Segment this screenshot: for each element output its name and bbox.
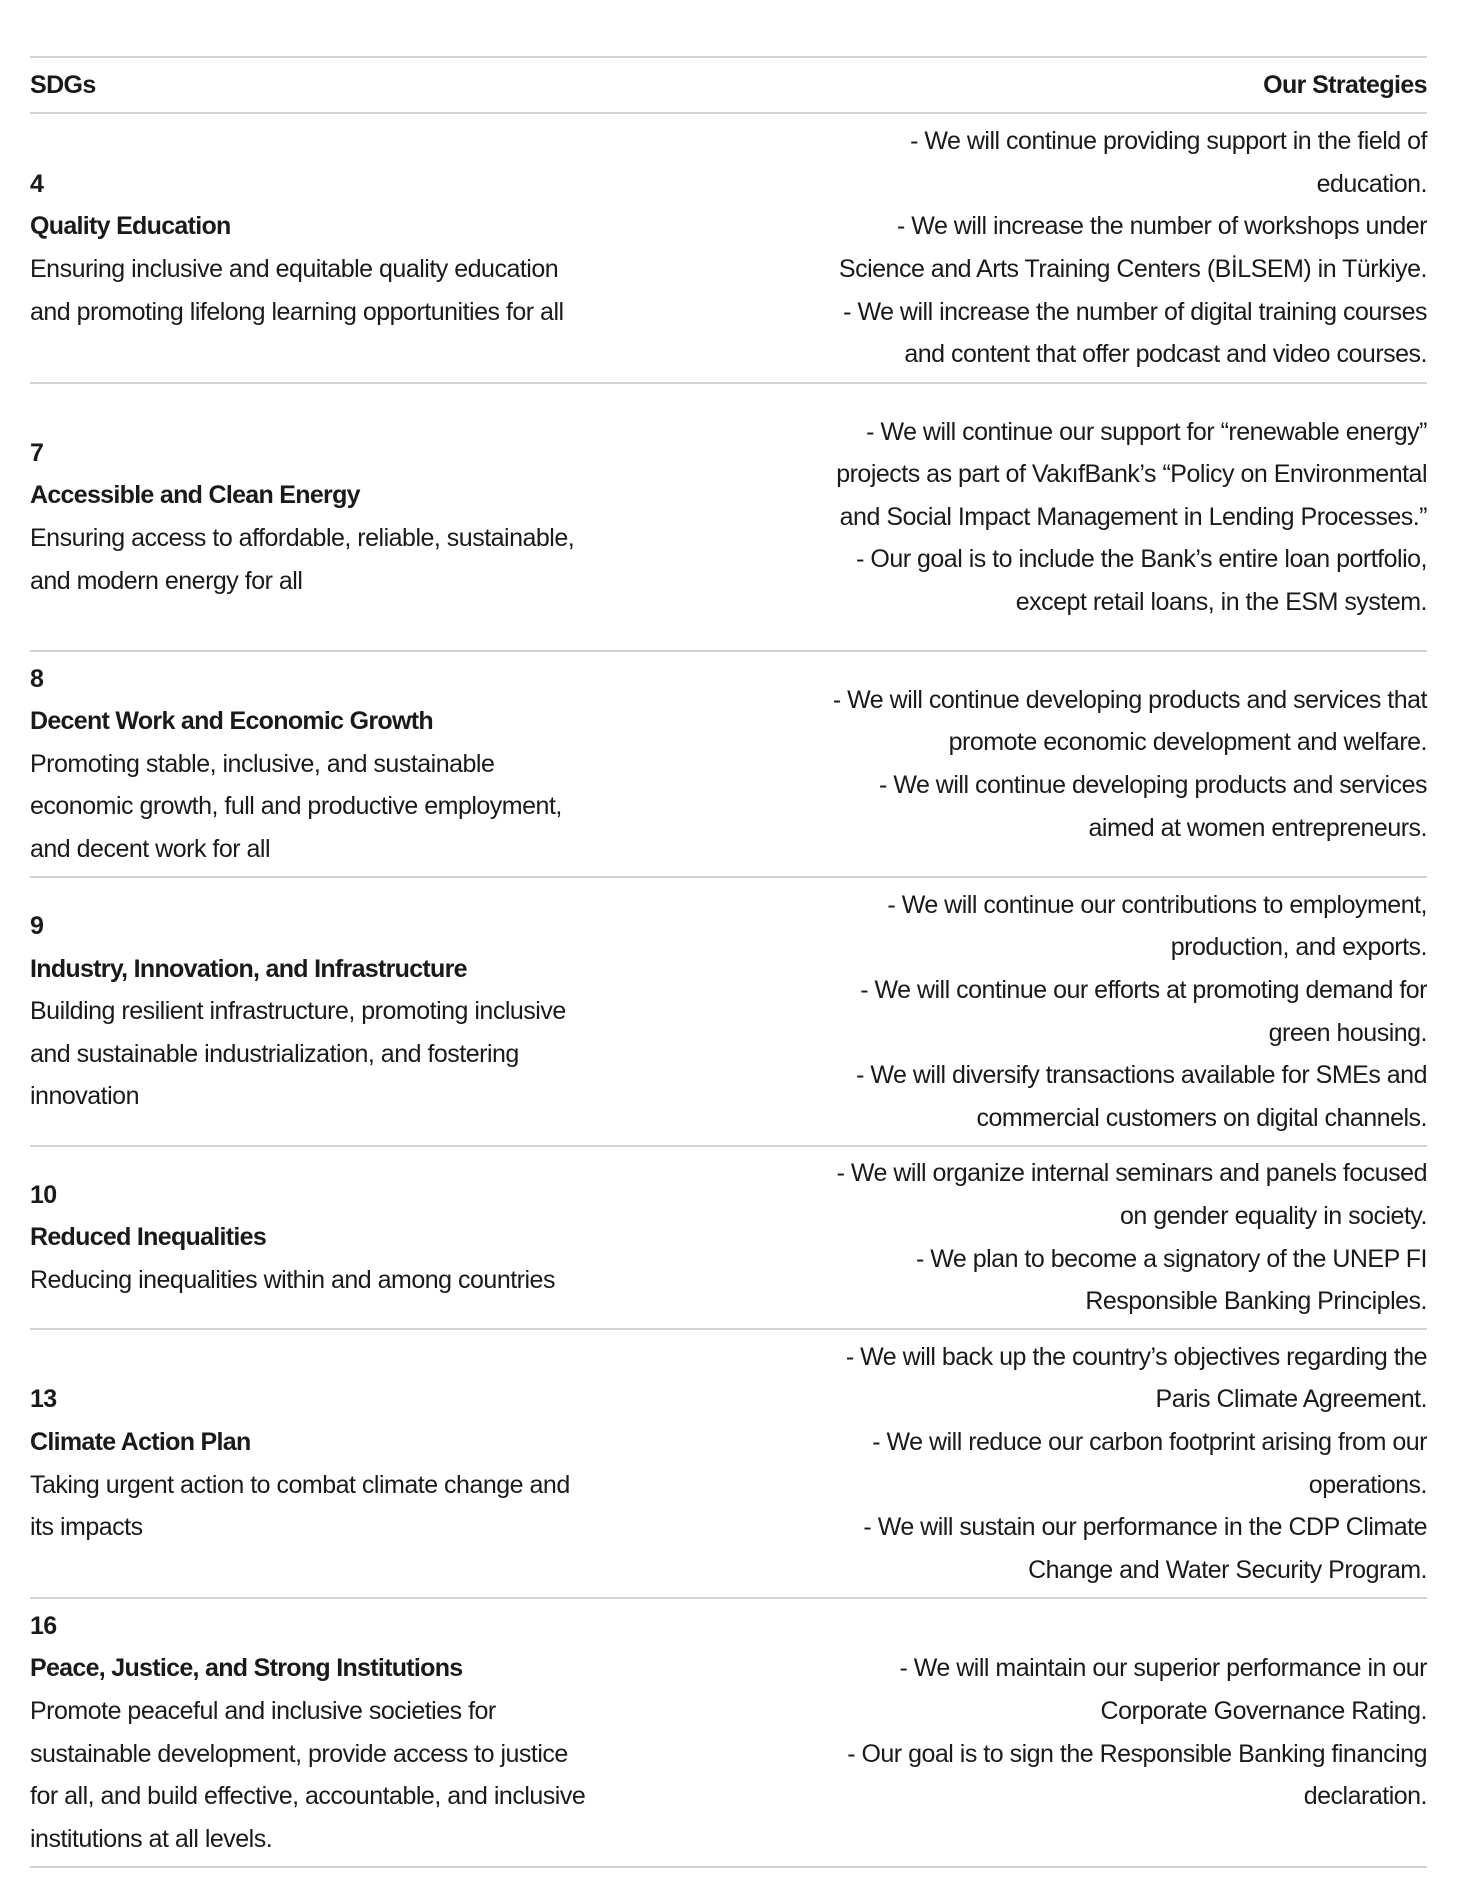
strategy-line: - We will organize internal seminars and…	[836, 1159, 1428, 1188]
strategy-line: operations.	[1308, 1470, 1428, 1499]
sdg-title: Industry, Innovation, and Infrastructure	[30, 954, 468, 983]
sdg-title: Quality Education	[30, 212, 231, 241]
strategy-line: - We will continue our contributions to …	[887, 890, 1427, 919]
strategies-cell: - We will back up the country’s objectiv…	[845, 1336, 1428, 1592]
sdg-title: Climate Action Plan	[30, 1427, 251, 1456]
sdg-description-line: economic growth, full and productive emp…	[30, 792, 562, 821]
strategy-line: declaration.	[1303, 1782, 1428, 1811]
sdg-title: Reduced Inequalities	[30, 1223, 267, 1252]
strategies-cell: - We will maintain our superior performa…	[847, 1647, 1427, 1817]
header-strategies: Our Strategies	[1263, 70, 1427, 99]
sdg-number: 8	[30, 664, 44, 693]
strategy-line: - We will continue our support for “rene…	[866, 417, 1427, 446]
table-row: 8 Decent Work and Economic Growth Promotin…	[30, 652, 1428, 878]
sdg-cell: 8 Decent Work and Economic Growth Promotin…	[30, 658, 562, 871]
sdg-cell: 7 Accessible and Clean Energy Ensuring acc…	[30, 432, 575, 602]
sdg-strategies-table: SDGs Our Strategies 4 Quality Education En…	[30, 56, 1428, 1868]
sdg-cell: 4 Quality Education Ensuring inclusive and…	[30, 163, 564, 333]
strategy-line: on gender equality in society.	[1120, 1201, 1427, 1230]
strategy-line: and content that offer podcast and video…	[904, 340, 1427, 369]
strategy-line: except retail loans, in the ESM system.	[1015, 587, 1428, 616]
table-row: 7 Accessible and Clean Energy Ensuring acc…	[30, 384, 1428, 652]
table-header: SDGs Our Strategies	[30, 58, 1428, 114]
sdg-title: Decent Work and Economic Growth	[30, 707, 434, 736]
strategy-line: Change and Water Security Program.	[1028, 1555, 1427, 1584]
sdg-number: 7	[30, 438, 44, 467]
sdg-description-line: Promoting stable, inclusive, and sustain…	[30, 749, 495, 778]
sdg-description-line: Taking urgent action to combat climate c…	[30, 1470, 570, 1499]
strategy-line: - We will continue developing products a…	[879, 771, 1427, 799]
strategy-line: and Social Impact Management in Lending …	[839, 502, 1428, 531]
sdg-number: 9	[30, 912, 44, 941]
strategy-line: education.	[1316, 169, 1428, 198]
strategies-cell: - We will continue our contributions to …	[856, 884, 1427, 1140]
sdg-cell: 16 Peace, Justice, and Strong Institution…	[30, 1605, 586, 1861]
strategy-line: Science and Arts Training Centers (BİLSE…	[838, 255, 1428, 283]
table-row: 10 Reduced Inequalities Reducing inequalit…	[30, 1147, 1428, 1330]
table-row: 16 Peace, Justice, and Strong Institution…	[30, 1599, 1428, 1868]
sdg-cell: 9 Industry, Innovation, and Infrastructur…	[30, 905, 566, 1118]
strategy-line: - We will continue developing products a…	[832, 685, 1428, 714]
strategies-cell: - We will continue developing products a…	[832, 679, 1428, 849]
strategy-line: - We will continue providing support in …	[910, 127, 1427, 156]
strategy-line: - We will continue our efforts at promot…	[860, 975, 1427, 1004]
strategy-line: projects as part of VakıfBank’s “Policy …	[836, 460, 1427, 489]
strategy-line: promote economic development and welfare…	[948, 728, 1428, 757]
strategy-line: production, and exports.	[1170, 933, 1428, 962]
sdg-description-line: Building resilient infrastructure, promo…	[30, 997, 566, 1026]
sdg-number: 13	[30, 1385, 57, 1414]
strategy-line: Paris Climate Agreement.	[1155, 1385, 1428, 1414]
table-row: 13 Climate Action Plan Taking urgent actio…	[30, 1330, 1428, 1599]
strategy-line: - We will diversify transactions availab…	[856, 1061, 1427, 1090]
sdg-description-line: Ensuring inclusive and equitable quality…	[30, 255, 559, 283]
sdg-description-line: institutions at all levels.	[30, 1824, 273, 1853]
strategies-cell: - We will continue providing support in …	[838, 120, 1428, 376]
sdg-description-line: Promote peaceful and inclusive societies…	[30, 1696, 496, 1725]
sdg-description-line: and sustainable industrialization, and f…	[30, 1039, 519, 1068]
header-sdgs: SDGs	[30, 70, 96, 99]
strategies-cell: - We will organize internal seminars and…	[836, 1152, 1428, 1322]
table-row: 4 Quality Education Ensuring inclusive and…	[30, 114, 1428, 384]
sdg-title: Peace, Justice, and Strong Institutions	[30, 1654, 463, 1683]
sdg-number: 4	[30, 169, 44, 198]
strategy-line: green housing.	[1268, 1018, 1428, 1047]
sdg-cell: 13 Climate Action Plan Taking urgent actio…	[30, 1378, 570, 1548]
sdg-number: 16	[30, 1611, 57, 1640]
sdg-cell: 10 Reduced Inequalities Reducing inequalit…	[30, 1174, 555, 1302]
strategy-line: - We will back up the country’s objectiv…	[845, 1342, 1428, 1371]
sdg-description-line: innovation	[30, 1082, 139, 1111]
sdg-description-line: Ensuring access to affordable, reliable,…	[30, 524, 575, 552]
strategy-line: - We will sustain our performance in the…	[863, 1513, 1427, 1542]
sdg-description-line: and modern energy for all	[30, 566, 303, 595]
strategy-line: - We will increase the number of digital…	[843, 297, 1427, 326]
sdg-number: 10	[30, 1180, 57, 1209]
strategy-line: - Our goal is to include the Bank’s enti…	[856, 545, 1427, 574]
sdg-description-line: sustainable development, provide access …	[30, 1739, 568, 1768]
sdg-title: Accessible and Clean Energy	[30, 481, 361, 510]
strategy-line: - We will reduce our carbon footprint ar…	[872, 1427, 1427, 1456]
sdg-description-line: Reducing inequalities within and among c…	[30, 1265, 555, 1294]
sdg-description-line: for all, and build effective, accountabl…	[30, 1782, 586, 1811]
strategy-line: aimed at women entrepreneurs.	[1088, 813, 1428, 842]
sdg-description-line: and promoting lifelong learning opportun…	[30, 297, 564, 326]
strategy-line: Corporate Governance Rating.	[1100, 1696, 1428, 1725]
strategy-line: - We will maintain our superior performa…	[899, 1654, 1427, 1683]
sdg-description-line: and decent work for all	[30, 834, 271, 863]
strategy-line: - Our goal is to sign the Responsible Ba…	[847, 1739, 1427, 1768]
strategies-cell: - We will continue our support for “rene…	[836, 411, 1427, 624]
strategy-line: - We will increase the number of worksho…	[897, 212, 1427, 241]
strategy-line: - We plan to become a signatory of the U…	[915, 1244, 1428, 1273]
sdg-description-line: its impacts	[30, 1513, 143, 1542]
strategy-line: Responsible Banking Principles.	[1085, 1287, 1427, 1316]
table-row: 9 Industry, Innovation, and Infrastructur…	[30, 878, 1428, 1147]
strategy-line: commercial customers on digital channels…	[976, 1103, 1427, 1132]
